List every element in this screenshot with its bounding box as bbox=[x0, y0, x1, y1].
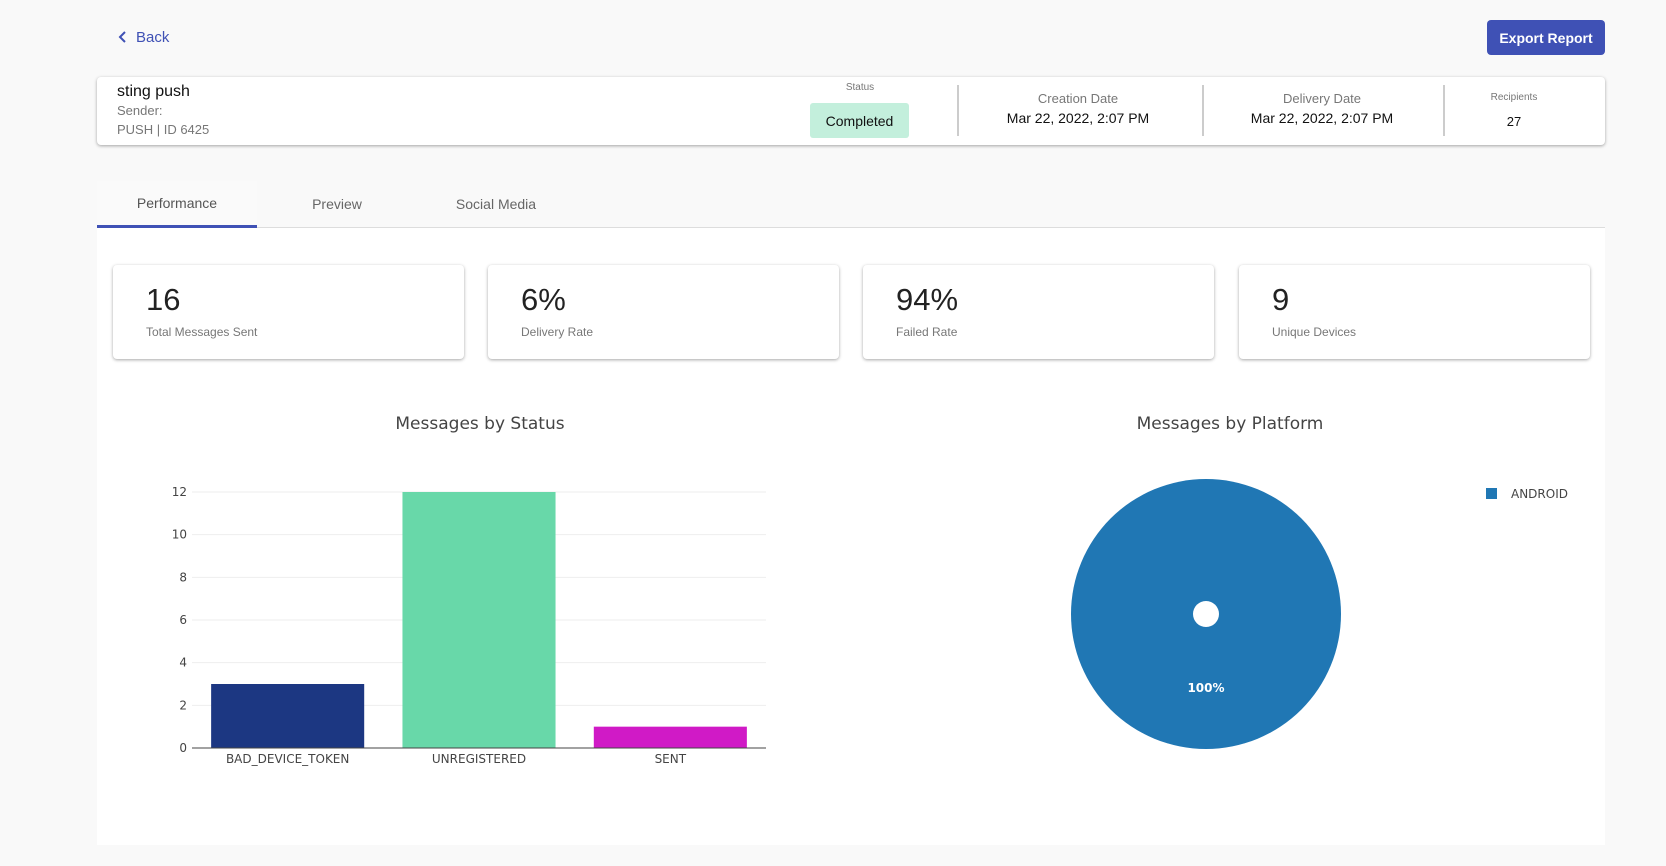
stat-card-unique-devices: 9 Unique Devices bbox=[1239, 265, 1590, 359]
y-tick-label: 10 bbox=[172, 528, 187, 542]
pie-slice-label: 100% bbox=[1187, 681, 1224, 695]
divider bbox=[1202, 85, 1204, 136]
delivery-date-value: Mar 22, 2022, 2:07 PM bbox=[1250, 110, 1394, 126]
back-label: Back bbox=[136, 28, 170, 46]
bar-chart-messages-by-status: 0 2 4 6 8 10 12 BAD_DEVICE_TOKEN UNREGISTERED SEN… bbox=[172, 485, 766, 766]
stat-value: 94% bbox=[896, 282, 959, 317]
legend-label: ANDROID bbox=[1511, 487, 1568, 501]
stat-value: 16 bbox=[146, 282, 181, 317]
recipients-label: Recipients bbox=[1490, 92, 1538, 103]
y-tick-label: 0 bbox=[179, 741, 187, 755]
pie-chart-title: Messages by Platform bbox=[1137, 414, 1324, 434]
stat-value: 9 bbox=[1272, 282, 1290, 317]
status-label: Status bbox=[845, 82, 875, 93]
export-report-button[interactable]: Export Report bbox=[1487, 20, 1605, 55]
tab-bar: Performance Preview Social Media bbox=[97, 181, 1605, 228]
y-tick-label: 8 bbox=[179, 570, 187, 584]
tab-preview[interactable]: Preview bbox=[312, 196, 362, 212]
chevron-left-icon bbox=[118, 31, 126, 43]
stat-label: Failed Rate bbox=[896, 325, 958, 339]
campaign-header-card: sting push Sender: PUSH | ID 6425 Status… bbox=[97, 77, 1605, 145]
stat-label: Unique Devices bbox=[1272, 325, 1357, 339]
legend-swatch bbox=[1486, 488, 1497, 499]
y-tick-label: 2 bbox=[179, 698, 187, 712]
campaign-type-id: PUSH | ID 6425 bbox=[117, 122, 210, 137]
bar-unregistered bbox=[402, 492, 556, 748]
campaign-name: sting push bbox=[117, 83, 190, 100]
bar-sent bbox=[593, 726, 747, 748]
y-tick-label: 6 bbox=[179, 613, 187, 627]
pie-chart-messages-by-platform: 100% ANDROID bbox=[1071, 479, 1568, 749]
bar-chart-title: Messages by Status bbox=[395, 414, 564, 434]
stat-card-delivery-rate: 6% Delivery Rate bbox=[488, 265, 839, 359]
tab-performance[interactable]: Performance bbox=[97, 181, 257, 228]
back-link[interactable]: Back bbox=[118, 26, 169, 48]
divider bbox=[957, 85, 959, 136]
stat-label: Total Messages Sent bbox=[146, 325, 258, 339]
delivery-date-label: Delivery Date bbox=[1282, 91, 1362, 106]
pie-hole bbox=[1193, 601, 1219, 627]
stat-card-failed-rate: 94% Failed Rate bbox=[863, 265, 1214, 359]
stat-label: Delivery Rate bbox=[521, 325, 594, 339]
bar-bad-device-token bbox=[211, 684, 365, 748]
stat-card-total-messages: 16 Total Messages Sent bbox=[113, 265, 464, 359]
x-tick-label: BAD_DEVICE_TOKEN bbox=[226, 752, 349, 766]
divider bbox=[1443, 85, 1445, 136]
y-tick-label: 4 bbox=[179, 656, 187, 670]
x-tick-label: SENT bbox=[655, 752, 687, 766]
y-tick-label: 12 bbox=[172, 485, 187, 499]
creation-date-value: Mar 22, 2022, 2:07 PM bbox=[1006, 110, 1150, 126]
tab-social-media[interactable]: Social Media bbox=[455, 196, 537, 212]
stat-value: 6% bbox=[521, 282, 566, 317]
sender-label: Sender: bbox=[117, 103, 163, 118]
creation-date-label: Creation Date bbox=[1037, 91, 1119, 106]
x-tick-label: UNREGISTERED bbox=[432, 752, 526, 766]
recipients-value: 27 bbox=[1506, 114, 1522, 129]
status-badge: Completed bbox=[810, 103, 909, 138]
